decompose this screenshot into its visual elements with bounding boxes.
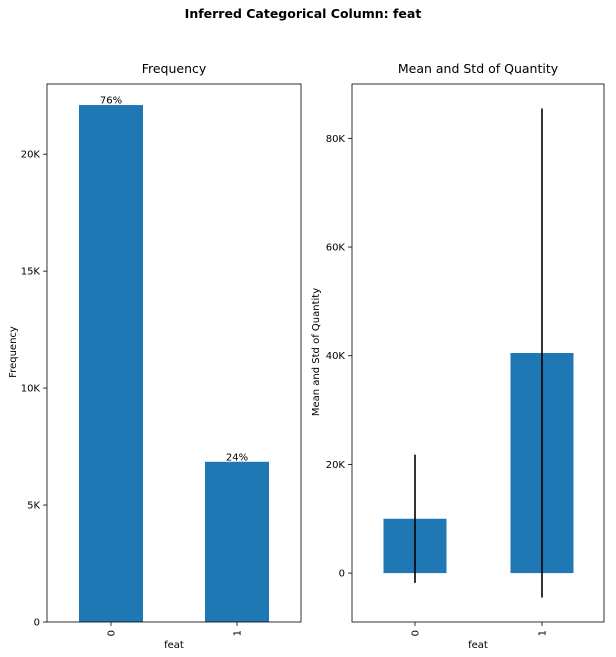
frequency-bar bbox=[79, 105, 143, 622]
frequency-xtick-label: 1 bbox=[233, 630, 244, 636]
mean-std-axes-frame bbox=[351, 83, 605, 623]
mean-std-ytick-label: 20K bbox=[326, 460, 346, 471]
mean-std-chart: Mean and Std of Quantity feat Mean and S… bbox=[311, 61, 605, 651]
frequency-bar bbox=[205, 461, 269, 622]
frequency-xtick-label: 0 bbox=[107, 630, 118, 636]
mean-std-title: Mean and Std of Quantity bbox=[398, 61, 559, 76]
frequency-ytick-label: 0 bbox=[34, 618, 40, 629]
frequency-marks: 0 5K 10K 15K 20K 0 76% 1 24% bbox=[21, 96, 269, 636]
frequency-axes-frame bbox=[46, 83, 302, 623]
mean-std-ytick-label: 60K bbox=[326, 243, 346, 254]
figure-suptitle: Inferred Categorical Column: feat bbox=[185, 6, 422, 21]
mean-std-xtick-label: 1 bbox=[538, 630, 549, 636]
frequency-ytick-label: 5K bbox=[27, 501, 40, 512]
mean-std-ytick-label: 80K bbox=[326, 134, 346, 145]
frequency-chart: Frequency feat Frequency 0 5K 10K 15K 20K 0 76… bbox=[8, 61, 302, 651]
mean-std-marks: 0 20K 40K 60K 80K 0 1 bbox=[326, 108, 574, 636]
frequency-ylabel: Frequency bbox=[8, 326, 19, 378]
mean-std-xlabel: feat bbox=[468, 640, 488, 651]
frequency-ytick-label: 15K bbox=[21, 267, 41, 278]
frequency-ytick-label: 10K bbox=[21, 384, 41, 395]
frequency-xlabel: feat bbox=[164, 640, 184, 651]
mean-std-ylabel: Mean and Std of Quantity bbox=[311, 288, 322, 416]
mean-std-ytick-label: 0 bbox=[339, 569, 345, 580]
mean-std-ytick-label: 40K bbox=[326, 351, 346, 362]
frequency-data-label: 76% bbox=[100, 96, 122, 107]
mean-std-xtick-label: 0 bbox=[411, 630, 422, 636]
frequency-ytick-label: 20K bbox=[21, 150, 41, 161]
frequency-title: Frequency bbox=[142, 61, 207, 76]
frequency-data-label: 24% bbox=[226, 452, 248, 463]
